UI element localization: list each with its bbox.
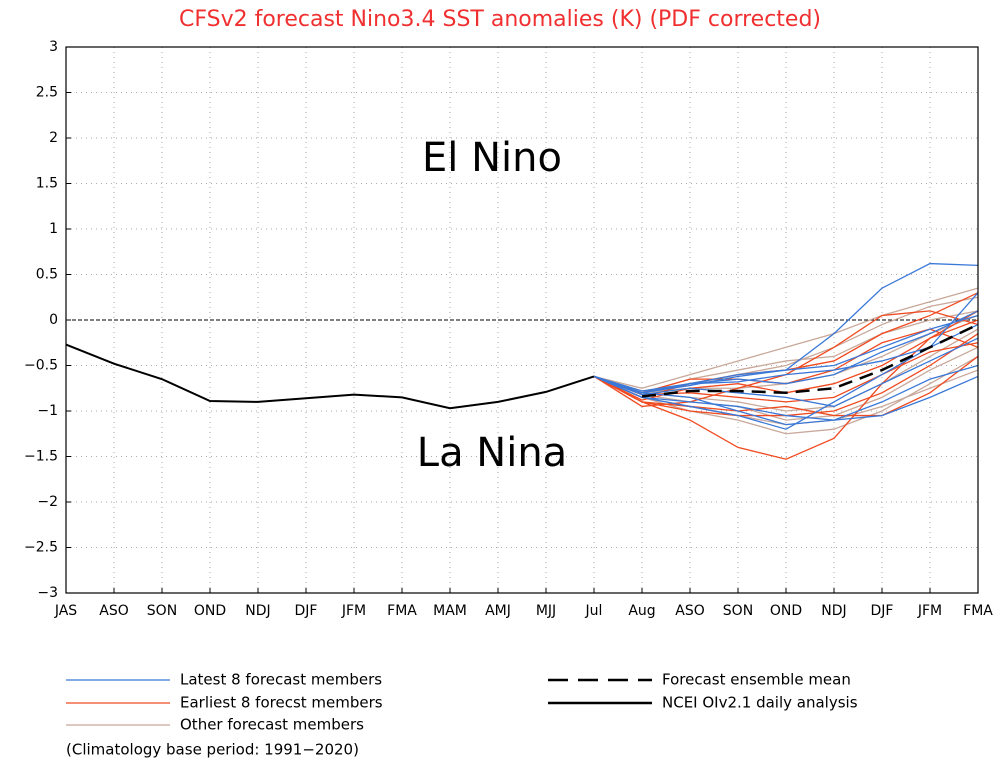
y-tick-label: 0 (49, 312, 58, 328)
x-tick-label: OND (770, 603, 802, 619)
legend-label: Earliest 8 forecst members (180, 694, 383, 712)
x-tick-label: SON (147, 603, 177, 619)
y-tick-label: −2 (37, 494, 58, 510)
series-line (65, 343, 595, 410)
x-tick-label: Aug (628, 603, 655, 619)
y-tick-label: −0.5 (24, 358, 58, 374)
x-tick-label: JAS (54, 603, 77, 619)
chart-title: CFSv2 forecast Nino3.4 SST anomalies (K)… (179, 7, 821, 32)
annotation: La Nina (417, 430, 567, 476)
y-tick-label: −2.5 (24, 540, 58, 556)
x-tick-label: MJJ (536, 603, 556, 619)
legend-label: Latest 8 forecast members (180, 671, 382, 689)
x-tick-label: ASO (99, 603, 128, 619)
member-line (593, 355, 979, 435)
y-tick-label: −1 (37, 403, 58, 419)
x-tick-label: ASO (675, 603, 704, 619)
x-tick-label: DJF (871, 603, 894, 619)
member-line (593, 314, 979, 394)
x-tick-label: FMA (963, 603, 993, 619)
y-tick-label: −1.5 (24, 449, 58, 465)
x-tick-label: FMA (387, 603, 417, 619)
x-tick-label: AMJ (485, 603, 511, 619)
y-tick-label: 3 (49, 39, 58, 55)
y-tick-label: 1.5 (36, 176, 58, 192)
member-line (593, 364, 979, 421)
annotation: El Nino (422, 135, 562, 181)
y-tick-label: 2.5 (36, 85, 58, 101)
legend-label: NCEI OIv2.1 daily analysis (662, 694, 858, 712)
plot-frame (65, 46, 979, 594)
y-tick-label: −3 (37, 585, 58, 601)
member-line (593, 337, 979, 408)
y-tick-label: 1 (49, 221, 58, 237)
member-line (593, 292, 979, 430)
member-line (593, 310, 979, 460)
x-tick-label: Jul (585, 603, 603, 619)
note: (Climatology base period: 1991−2020) (66, 741, 359, 759)
legend-label: Forecast ensemble mean (662, 671, 851, 689)
series-line (641, 323, 979, 398)
x-tick-label: SON (723, 603, 753, 619)
x-tick-label: NDJ (821, 603, 846, 619)
x-tick-label: NDJ (245, 603, 270, 619)
member-line (593, 355, 979, 417)
x-tick-label: JFM (341, 603, 366, 619)
x-tick-label: DJF (295, 603, 318, 619)
member-line (593, 292, 979, 399)
member-line (593, 287, 979, 389)
x-tick-label: OND (194, 603, 226, 619)
y-tick-label: 0.5 (36, 267, 58, 283)
y-tick-label: 2 (49, 130, 58, 146)
x-tick-label: JFM (917, 603, 942, 619)
member-line (593, 346, 979, 421)
member-line (593, 310, 979, 392)
legend-label: Other forecast members (180, 716, 364, 734)
x-tick-label: MAM (433, 603, 467, 619)
member-line (593, 375, 979, 426)
